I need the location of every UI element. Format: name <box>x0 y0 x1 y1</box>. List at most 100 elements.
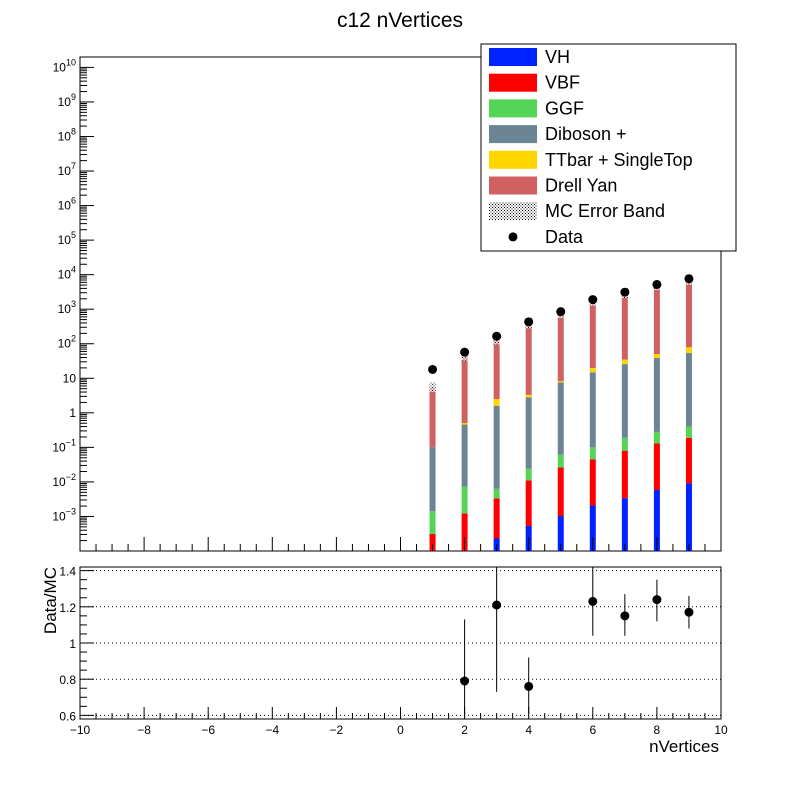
legend-swatch <box>489 125 537 144</box>
y-tick-label: 0.8 <box>59 673 76 687</box>
legend-swatch <box>489 150 537 169</box>
bar-segment-ttbar-singletop <box>653 353 660 359</box>
x-tick-label: 4 <box>525 723 532 737</box>
legend-label: Data <box>545 227 584 247</box>
bar-segment-drell-yan <box>461 355 468 424</box>
bar-segment-vbf <box>653 443 660 491</box>
legend-label: TTbar + SingleTop <box>545 150 693 170</box>
bar-segment-ggf <box>589 447 596 460</box>
bar-segment-ttbar-singletop <box>525 394 532 398</box>
x-axis-title: nVertices <box>649 737 719 756</box>
bar-segment-ggf <box>493 488 500 499</box>
ratio-point <box>492 600 502 610</box>
data-point <box>684 274 694 284</box>
legend-marker <box>508 232 518 242</box>
bar-segment-ttbar-singletop <box>621 359 628 365</box>
bar-segment-diboson- <box>685 353 692 427</box>
bar-segment-drell-yan <box>589 300 596 368</box>
bar-segment-diboson- <box>493 405 500 489</box>
bar-segment-drell-yan <box>525 323 532 395</box>
x-tick-label: 2 <box>461 723 468 737</box>
x-tick-label: −10 <box>70 723 91 737</box>
legend-label: MC Error Band <box>545 201 665 221</box>
legend-swatch <box>489 99 537 118</box>
bar-segment-diboson- <box>525 397 532 469</box>
bar-segment-drell-yan <box>493 339 500 400</box>
stack-bar-7 <box>621 288 628 551</box>
bar-segment-diboson- <box>461 424 468 487</box>
y-tick-label: 1.2 <box>59 601 76 615</box>
x-tick-label: 10 <box>714 723 728 737</box>
y-tick-label: 102 <box>58 334 76 351</box>
legend-label: VBF <box>545 73 580 93</box>
bar-segment-diboson- <box>653 358 660 432</box>
ratio-point <box>652 595 662 605</box>
mc-error-band <box>429 381 436 392</box>
legend-label: VH <box>545 47 570 67</box>
data-point <box>652 279 662 289</box>
data-point <box>492 331 502 341</box>
legend-label: Diboson + <box>545 124 627 144</box>
ratio-point <box>524 681 534 691</box>
y-tick-label: 109 <box>58 92 76 109</box>
bar-segment-ttbar-singletop <box>461 423 468 425</box>
bar-segment-diboson- <box>589 372 596 448</box>
stack-bar-9 <box>685 274 692 551</box>
ratio-plot-panel: 0.6 0.8 1 1.2 1.4 −10 −8 −6 −4 −2 0 2 4 6 8 10nVertices… <box>41 565 728 756</box>
stack-bar-2 <box>461 350 468 551</box>
bar-segment-ttbar-singletop <box>493 399 500 406</box>
data-point <box>524 317 534 327</box>
bar-segment-vbf <box>685 437 692 484</box>
ratio-point <box>684 607 694 617</box>
x-tick-label: 6 <box>589 723 596 737</box>
bar-segment-vbf <box>621 450 628 499</box>
bar-segment-ggf <box>461 486 468 514</box>
bar-segment-ggf <box>557 454 564 468</box>
bar-segment-drell-yan <box>429 386 436 448</box>
stack-bar-5 <box>557 308 564 551</box>
data-point <box>460 347 470 357</box>
stack-bar-1 <box>429 381 436 551</box>
y-tick-label: 1010 <box>53 57 76 74</box>
data-point <box>556 307 566 317</box>
y-tick-label: 1.4 <box>59 565 76 579</box>
bar-segment-vh <box>685 483 692 551</box>
x-tick-label: 8 <box>654 723 661 737</box>
stack-bar-8 <box>653 280 660 551</box>
bar-segment-diboson- <box>429 447 436 512</box>
bar-segment-vbf <box>589 459 596 506</box>
y-tick-label: 106 <box>58 196 76 213</box>
bar-segment-vbf <box>493 498 500 539</box>
y-tick-label: 0.6 <box>59 709 76 723</box>
bar-segment-ggf <box>429 511 436 535</box>
bar-segment-drell-yan <box>621 293 628 360</box>
bar-segment-vh <box>557 516 564 551</box>
bar-segment-drell-yan <box>685 279 692 348</box>
legend-swatch <box>489 176 537 195</box>
bar-segment-vbf <box>461 513 468 551</box>
bar-segment-vh <box>621 498 628 551</box>
ratio-point <box>620 611 630 621</box>
y-tick-label: 1 <box>69 637 76 651</box>
legend-swatch <box>489 202 537 221</box>
y-axis-title: Data/MC <box>41 567 60 634</box>
y-tick-label: 1 <box>69 406 76 420</box>
chart-title: c12 nVertices <box>337 9 463 32</box>
legend-label: GGF <box>545 98 584 118</box>
bar-segment-vbf <box>429 534 436 551</box>
x-tick-label: 0 <box>397 723 404 737</box>
bar-segment-ggf <box>685 426 692 438</box>
x-tick-label: −8 <box>137 723 151 737</box>
ratio-point <box>460 676 470 686</box>
bar-segment-vbf <box>525 480 532 526</box>
bar-segment-ttbar-singletop <box>685 347 692 354</box>
stack-bar-6 <box>589 295 596 551</box>
bar-segment-diboson- <box>621 364 628 438</box>
y-tick-label: 10−1 <box>52 437 76 454</box>
data-point <box>588 295 598 305</box>
y-tick-label: 103 <box>58 299 76 316</box>
y-tick-label: 10−2 <box>52 472 76 489</box>
bar-segment-drell-yan <box>557 313 564 382</box>
bar-segment-drell-yan <box>653 285 660 354</box>
